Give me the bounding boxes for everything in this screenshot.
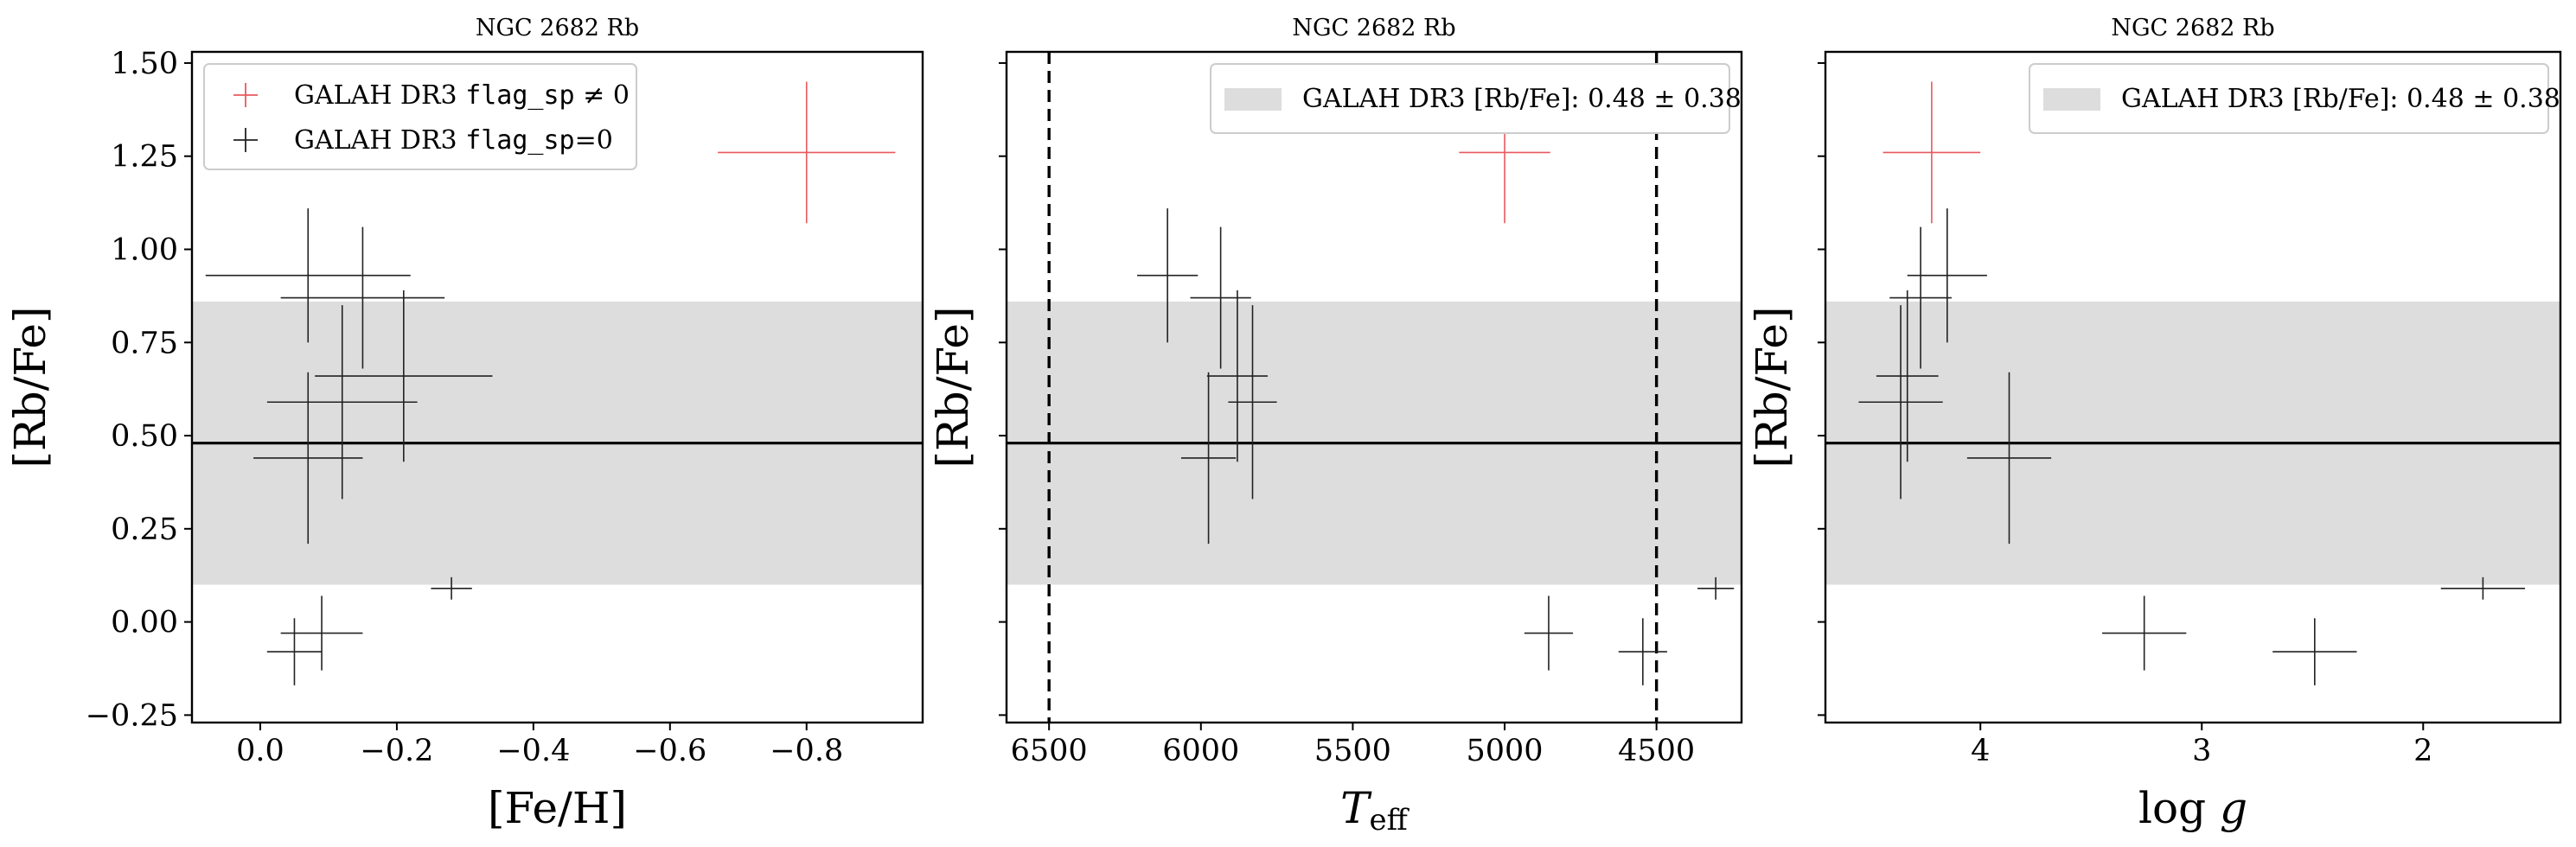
data-point [1858, 305, 1943, 500]
data-point [1524, 595, 1574, 671]
data-point [718, 81, 896, 224]
legend-swatch [1224, 88, 1282, 111]
data-point [1180, 372, 1237, 544]
legend-label: GALAH DR3 [Rb/Fe]: 0.48 ± 0.38 [1302, 84, 1742, 114]
x-axis-label: Teff [1340, 783, 1409, 837]
x-tick-label: 2 [2413, 734, 2432, 768]
x-tick-label: 6000 [1162, 734, 1239, 768]
y-tick-label: 1.25 [111, 140, 178, 175]
data-point [1228, 305, 1277, 500]
x-tick-label: 4500 [1618, 734, 1695, 768]
plot-area [1007, 52, 1742, 723]
chart-title: NGC 2682 Rb [2111, 15, 2274, 41]
axes-frame [1005, 50, 1743, 724]
y-axis-label: [Rb/Fe] [928, 306, 978, 468]
plot-area [1825, 81, 2560, 685]
legend: GALAH DR3 [Rb/Fe]: 0.48 ± 0.38 [2029, 63, 2560, 134]
data-point [280, 226, 445, 369]
x-tick-label: −0.4 [496, 734, 570, 768]
x-tick-label: −0.6 [633, 734, 706, 768]
panel-feh: 0.0 −0.2 −0.4 −0.6 −0.8 −0.25 0.00 0.25 0.50 0.75… [5, 15, 924, 833]
data-point [2272, 618, 2357, 685]
x-axis-label: [Fe/H] [488, 783, 627, 833]
x-tick-label: 5000 [1466, 734, 1543, 768]
x-tick-label: 6500 [1011, 734, 1088, 768]
y-tick-label: −0.25 [86, 698, 178, 733]
x-tick-label: −0.2 [360, 734, 433, 768]
data-point [315, 290, 493, 462]
legend-label: GALAH DR3 flag_sp=0 [294, 125, 613, 156]
legend: GALAH DR3 [Rb/Fe]: 0.48 ± 0.38 [1210, 63, 1742, 134]
y-axis-label: [Rb/Fe] [1747, 306, 1797, 468]
chart-title: NGC 2682 Rb [1292, 15, 1455, 41]
y-tick-label: 1.50 [111, 47, 178, 81]
data-point [1876, 290, 1939, 462]
plot-area [192, 81, 923, 685]
data-point [1190, 226, 1251, 369]
legend: GALAH DR3 flag_sp ≠ 0 GALAH DR3 flag_sp=0 [203, 63, 637, 170]
data-point [1889, 226, 1952, 369]
x-tick-label: 0.0 [236, 734, 284, 768]
legend-swatch [2043, 88, 2100, 111]
panel-logg: 4 3 2 NGC 2682 Rb log g [Rb/Fe] GALAH DR3 [Rb/… [1747, 15, 2562, 833]
chart-title: NGC 2682 Rb [476, 15, 639, 41]
data-point [1697, 576, 1735, 600]
data-point [431, 576, 472, 600]
data-point [1206, 290, 1269, 462]
data-point [253, 372, 363, 544]
y-tick-label: 1.00 [111, 232, 178, 267]
data-point [2440, 576, 2526, 600]
data-point [1882, 81, 1981, 224]
legend-label: GALAH DR3 [Rb/Fe]: 0.48 ± 0.38 [2121, 84, 2560, 114]
data-point [1966, 372, 2052, 544]
axes-frame [190, 50, 924, 724]
data-point [266, 618, 323, 685]
y-axis-label: [Rb/Fe] [5, 306, 55, 468]
data-point [205, 208, 411, 343]
x-axis-label: log g [2138, 783, 2247, 833]
panel-teff: 6500 6000 5500 5000 4500 NGC 2682 Rb Teff [Rb/F… [928, 15, 1743, 837]
x-tick-label: 3 [2192, 734, 2211, 768]
x-tick-label: −0.8 [770, 734, 843, 768]
y-tick-label: 0.75 [111, 326, 178, 360]
y-tick-label: 0.00 [111, 606, 178, 640]
x-tick-label: 5500 [1314, 734, 1391, 768]
data-point [266, 305, 418, 500]
data-point [1618, 618, 1667, 685]
data-point [1137, 208, 1199, 343]
axes-frame [1824, 50, 2562, 724]
data-point [280, 595, 363, 671]
legend-label: GALAH DR3 flag_sp ≠ 0 [294, 80, 630, 111]
y-tick-label: 0.25 [111, 513, 178, 547]
y-tick-label: 0.50 [111, 419, 178, 454]
x-tick-label: 4 [1971, 734, 1990, 768]
data-point [2102, 595, 2187, 671]
